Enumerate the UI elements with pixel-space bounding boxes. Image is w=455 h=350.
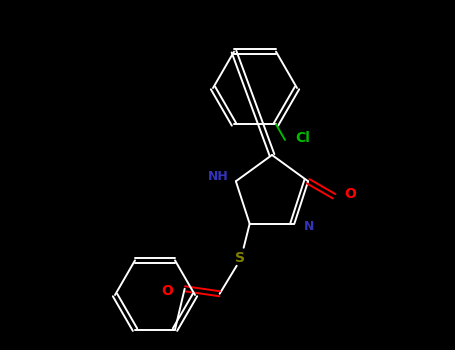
- Text: O: O: [161, 284, 172, 298]
- Text: N: N: [304, 220, 314, 233]
- Text: O: O: [344, 187, 356, 201]
- Text: Cl: Cl: [295, 131, 310, 145]
- Text: S: S: [235, 251, 245, 265]
- Text: NH: NH: [207, 170, 228, 183]
